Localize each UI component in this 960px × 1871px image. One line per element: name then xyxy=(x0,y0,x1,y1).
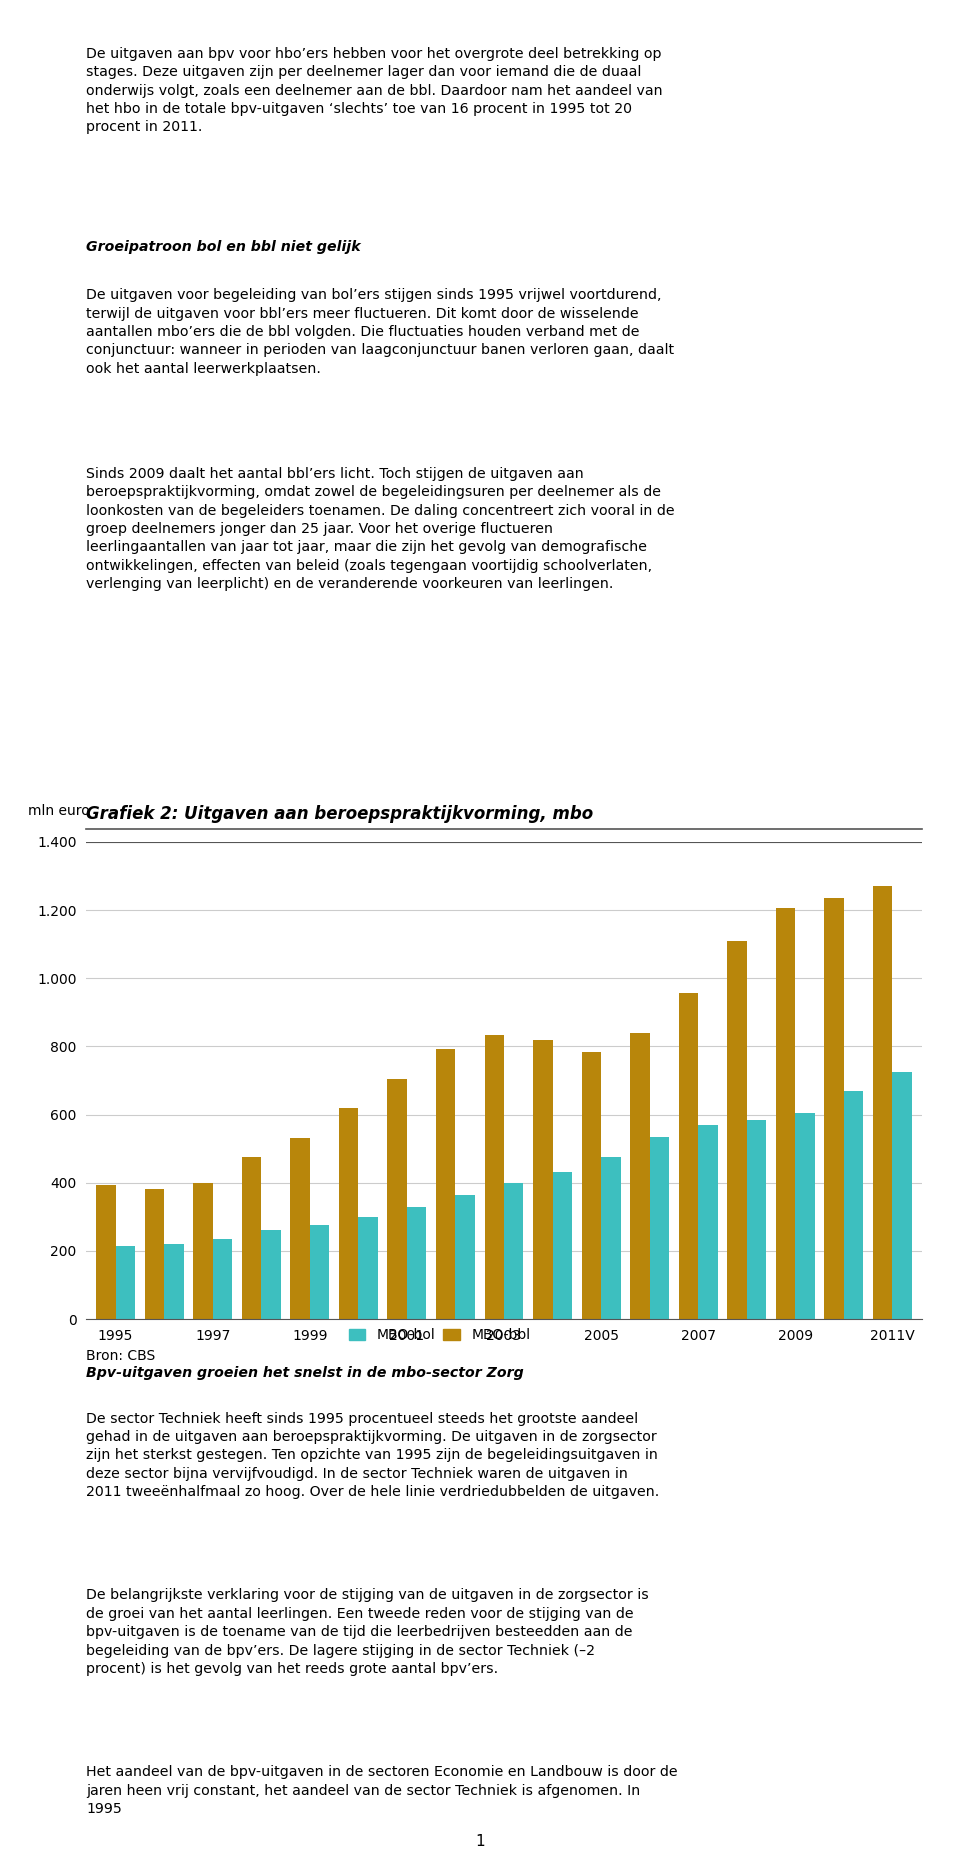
Text: Bpv-uitgaven groeien het snelst in de mbo-sector Zorg: Bpv-uitgaven groeien het snelst in de mb… xyxy=(86,1366,524,1379)
Bar xyxy=(455,1196,475,1319)
Bar xyxy=(873,887,893,1319)
Text: Sinds 2009 daalt het aantal bbl’ers licht. Toch stijgen de uitgaven aan
beroepsp: Sinds 2009 daalt het aantal bbl’ers lich… xyxy=(86,468,675,591)
Bar xyxy=(825,898,844,1319)
Bar xyxy=(893,1072,912,1319)
Bar xyxy=(436,1050,455,1319)
Bar xyxy=(631,1033,650,1319)
Bar xyxy=(164,1244,183,1319)
Bar xyxy=(844,1091,863,1319)
Bar xyxy=(388,1080,407,1319)
Bar xyxy=(261,1231,280,1319)
Bar xyxy=(145,1188,164,1319)
Bar xyxy=(242,1156,261,1319)
Bar xyxy=(310,1226,329,1319)
Bar xyxy=(407,1207,426,1319)
Bar xyxy=(193,1182,213,1319)
Bar xyxy=(485,1035,504,1319)
Bar xyxy=(698,1124,718,1319)
Text: Het aandeel van de bpv-uitgaven in de sectoren Economie en Landbouw is door de
j: Het aandeel van de bpv-uitgaven in de se… xyxy=(86,1766,678,1817)
Bar xyxy=(553,1171,572,1319)
Text: 1: 1 xyxy=(475,1834,485,1849)
Bar xyxy=(747,1119,766,1319)
Bar xyxy=(213,1239,232,1319)
Text: mln euro: mln euro xyxy=(28,805,89,818)
Text: Grafiek 2: Uitgaven aan beroepspraktijkvorming, mbo: Grafiek 2: Uitgaven aan beroepspraktijkv… xyxy=(86,805,593,823)
Bar xyxy=(776,909,795,1319)
Bar xyxy=(115,1246,135,1319)
Bar xyxy=(96,1186,115,1319)
Bar xyxy=(504,1184,523,1319)
Bar xyxy=(582,1052,601,1319)
Text: Bron: CBS: Bron: CBS xyxy=(86,1349,156,1362)
Bar xyxy=(339,1108,358,1319)
Bar xyxy=(650,1138,669,1319)
Bar xyxy=(728,941,747,1319)
Bar xyxy=(679,994,698,1319)
Text: De uitgaven voor begeleiding van bol’ers stijgen sinds 1995 vrijwel voortdurend,: De uitgaven voor begeleiding van bol’ers… xyxy=(86,288,675,376)
Text: Groeipatroon bol en bbl niet gelijk: Groeipatroon bol en bbl niet gelijk xyxy=(86,241,361,254)
Bar xyxy=(533,1040,553,1319)
Text: De belangrijkste verklaring voor de stijging van de uitgaven in de zorgsector is: De belangrijkste verklaring voor de stij… xyxy=(86,1588,649,1676)
Bar xyxy=(290,1138,310,1319)
Bar xyxy=(601,1156,620,1319)
Bar xyxy=(358,1216,377,1319)
Text: De sector Techniek heeft sinds 1995 procentueel steeds het grootste aandeel
geha: De sector Techniek heeft sinds 1995 proc… xyxy=(86,1411,660,1499)
Text: De uitgaven aan bpv voor hbo’ers hebben voor het overgrote deel betrekking op
st: De uitgaven aan bpv voor hbo’ers hebben … xyxy=(86,47,663,135)
Legend: MBO-bol, MBO-bbl: MBO-bol, MBO-bbl xyxy=(343,1323,536,1347)
Bar xyxy=(795,1113,815,1319)
